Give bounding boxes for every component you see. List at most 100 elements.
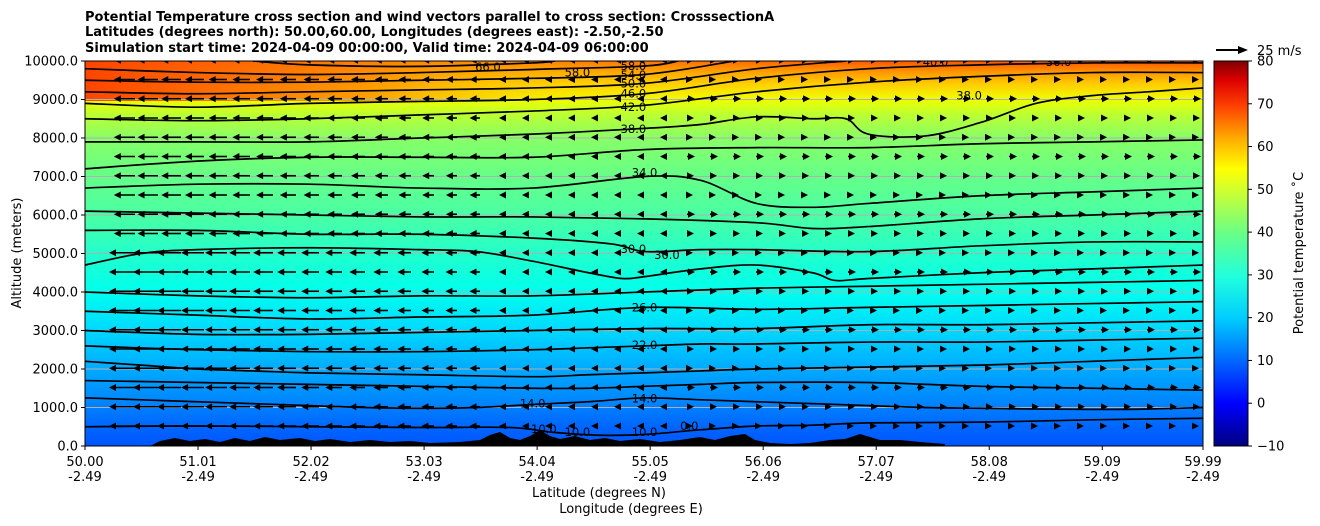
contour-label: 38.0 xyxy=(956,89,982,103)
wind-vector-arrowhead xyxy=(894,114,901,122)
wind-vector-arrowhead xyxy=(709,191,716,199)
wind-vector-arrowhead xyxy=(801,133,808,141)
wind-vector-arrowhead xyxy=(660,153,667,160)
wind-vector-arrowhead xyxy=(778,249,785,257)
wind-vector-arrowhead xyxy=(963,114,970,122)
plot-area: 66.0 58.0 58.054.050.046.042.038.040.0 36.0… xyxy=(85,59,1203,446)
wind-vector-arrowhead xyxy=(637,76,644,83)
wind-vector-arrowhead xyxy=(778,191,785,199)
wind-vector-arrowhead xyxy=(184,114,192,122)
wind-vector-arrowhead xyxy=(1124,345,1131,353)
wind-vector-arrowhead xyxy=(522,422,529,430)
wind-vector-arrowhead xyxy=(591,210,598,218)
wind-vector-arrowhead xyxy=(499,364,506,372)
wind-vector-arrowhead xyxy=(109,422,116,430)
wind-vector-arrowhead xyxy=(115,61,121,64)
wind-vector-arrowhead xyxy=(803,210,810,218)
wind-vector-arrowhead xyxy=(686,249,693,257)
wind-vector-arrowhead xyxy=(825,114,832,122)
wind-vector-arrowhead xyxy=(917,403,924,411)
wind-vector-arrowhead xyxy=(1054,307,1061,314)
wind-vector-arrowhead xyxy=(1170,403,1177,411)
contour-line-46 xyxy=(85,61,1203,109)
wind-vector-arrowhead xyxy=(499,287,506,295)
contour-label: 58.0 xyxy=(621,59,647,73)
wind-vector-arrowhead xyxy=(208,76,216,83)
wind-vector-arrowhead xyxy=(848,287,855,295)
wind-vector-arrowhead xyxy=(1169,307,1176,314)
wind-vector-arrowhead xyxy=(445,249,453,257)
wind-vector-arrowhead xyxy=(1192,249,1199,257)
wind-vector-arrowhead xyxy=(1008,133,1015,141)
wind-vector-arrowhead xyxy=(499,422,506,430)
wind-vector-arrowhead xyxy=(733,345,740,353)
wind-vector-arrowhead xyxy=(755,307,762,314)
wind-vector-arrowhead xyxy=(964,210,971,218)
wind-vector-arrowhead xyxy=(637,153,644,160)
wind-vector-arrowhead xyxy=(660,326,667,334)
wind-vector-arrowhead xyxy=(229,249,237,257)
x-tick-label-lon: -2.49 xyxy=(633,470,667,485)
wind-vector-arrowhead xyxy=(184,76,192,83)
wind-vector-arrowhead xyxy=(872,268,879,276)
wind-vector-arrowhead xyxy=(1193,287,1200,295)
wind-vector-arrowhead xyxy=(184,210,192,218)
wind-vector-arrowhead xyxy=(133,422,141,430)
quiver-key: 25 m/s xyxy=(1216,44,1302,59)
wind-vector-arrowhead xyxy=(181,403,189,411)
wind-vector-arrowhead xyxy=(962,76,969,83)
wind-vector-arrowhead xyxy=(208,210,216,218)
wind-vector-arrowhead xyxy=(1033,384,1040,391)
wind-vector-arrowhead xyxy=(709,249,716,257)
wind-vector-arrowhead xyxy=(733,403,740,411)
wind-vector-arrowhead xyxy=(301,384,309,391)
wind-vector-arrowhead xyxy=(660,364,667,372)
wind-vector-arrowhead xyxy=(229,384,237,391)
wind-vector-arrowhead xyxy=(349,326,357,334)
wind-vector-arrowhead xyxy=(568,133,575,141)
wind-vector-arrowhead xyxy=(257,61,264,64)
wind-vector-arrowhead xyxy=(779,345,786,353)
wind-vector-arrowhead xyxy=(1077,307,1084,314)
wind-vector-arrowhead xyxy=(545,153,552,160)
wind-vector-arrowhead xyxy=(568,172,575,180)
wind-vector-arrowhead xyxy=(301,422,309,430)
wind-vector-arrowhead xyxy=(939,133,946,141)
wind-vector-arrowhead xyxy=(133,307,141,314)
y-tick-label: 9000.0 xyxy=(33,93,79,108)
wind-vector-arrowhead xyxy=(445,172,453,180)
wind-vector-arrowhead xyxy=(916,364,923,372)
wind-vector-arrowhead xyxy=(469,403,477,411)
wind-vector-arrowhead xyxy=(732,364,739,372)
wind-vector-arrowhead xyxy=(872,95,879,103)
wind-vector-arrowhead xyxy=(709,364,716,372)
y-axis-ticks: 0.0 1000.0 2000.0 3000.0 4000.0 5000.0 6000.0 7… xyxy=(24,55,85,455)
wind-vector-arrowhead xyxy=(499,230,506,237)
wind-vector-arrowhead xyxy=(545,76,552,83)
wind-vector-arrowhead xyxy=(614,422,621,430)
wind-vector-arrowhead xyxy=(986,230,993,237)
wind-vector-arrowhead xyxy=(253,422,261,430)
wind-vector-arrowhead xyxy=(710,345,717,353)
wind-vector-arrowhead xyxy=(522,364,529,372)
wind-vector-arrowhead xyxy=(499,210,506,218)
wind-vector-arrowhead xyxy=(1147,403,1154,411)
wind-vector-arrowhead xyxy=(445,345,453,353)
wind-vector-arrowhead xyxy=(1056,384,1063,391)
wind-vector-arrowhead xyxy=(1100,249,1107,257)
wind-vector-arrowhead xyxy=(1124,172,1131,180)
wind-vector-arrowhead xyxy=(351,230,359,237)
colorbar-tick-label: 20 xyxy=(1257,311,1274,326)
wind-vector-arrowhead xyxy=(1194,326,1201,334)
wind-vector-arrowhead xyxy=(637,268,644,276)
wind-vector-arrowhead xyxy=(614,191,621,199)
wind-vector-arrowhead xyxy=(1146,307,1153,314)
wind-vector-arrowhead xyxy=(893,249,900,257)
wind-vector-arrowhead xyxy=(568,76,575,83)
wind-vector-arrowhead xyxy=(279,153,287,160)
wind-vector-arrowhead xyxy=(421,345,429,353)
wind-vector-arrowhead xyxy=(301,287,309,295)
wind-vector-arrowhead xyxy=(398,114,406,122)
wind-vector-arrowhead xyxy=(397,287,405,295)
wind-vector-arrowhead xyxy=(351,76,359,83)
